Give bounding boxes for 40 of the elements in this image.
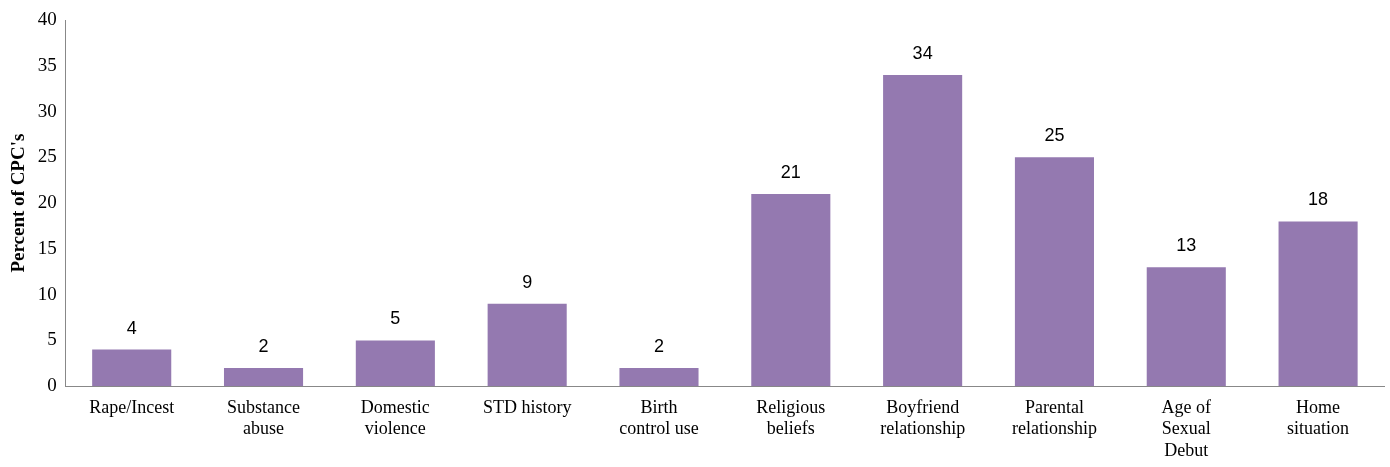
bar — [883, 74, 963, 387]
x-tick-label: Parental relationship — [1011, 396, 1097, 439]
x-tick-label: Substance abuse — [227, 396, 301, 439]
x-tick-label: Age of Sexual Debut — [1161, 396, 1212, 460]
x-tick-label: Boyfriend relationship — [880, 396, 966, 439]
bar — [223, 367, 304, 387]
y-tick-label: 25 — [37, 145, 57, 167]
bar — [92, 349, 172, 387]
x-tick-label: Home situation — [1287, 396, 1350, 439]
data-label: 18 — [1308, 189, 1329, 210]
x-tick-label: Domestic violence — [360, 396, 430, 439]
y-tick-label: 0 — [47, 374, 57, 396]
data-label: 4 — [126, 317, 137, 338]
bar — [355, 340, 435, 387]
data-label: 25 — [1044, 125, 1065, 146]
bar — [487, 303, 567, 387]
data-label: 21 — [780, 161, 801, 182]
x-tick-label: STD history — [482, 396, 572, 417]
y-tick-label: 35 — [37, 53, 57, 75]
y-axis-title: Percent of CPC's — [7, 133, 29, 273]
data-label: 13 — [1176, 235, 1197, 256]
bar — [619, 367, 699, 387]
bar — [1146, 267, 1226, 387]
data-label: 34 — [912, 42, 933, 63]
y-tick-label: 15 — [37, 236, 57, 258]
data-label: 9 — [522, 271, 533, 292]
bar — [1278, 221, 1358, 387]
y-tick-label: 40 — [37, 7, 57, 29]
y-tick-label: 20 — [37, 191, 57, 213]
data-label: 2 — [653, 335, 664, 356]
x-tick-label: Rape/Incest — [89, 396, 175, 417]
y-tick-label: 5 — [47, 328, 57, 350]
y-tick-label: 10 — [37, 282, 57, 304]
x-tick-label: Birth control use — [619, 396, 699, 439]
bar — [1014, 157, 1094, 387]
data-label: 5 — [390, 308, 401, 329]
data-label: 2 — [258, 335, 269, 356]
y-tick-label: 30 — [37, 99, 57, 121]
x-tick-label: Religious beliefs — [756, 396, 826, 439]
bar — [751, 193, 831, 387]
